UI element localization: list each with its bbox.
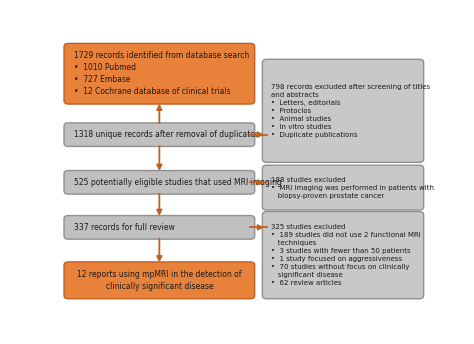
FancyBboxPatch shape (263, 59, 424, 162)
FancyBboxPatch shape (64, 262, 255, 299)
FancyBboxPatch shape (64, 123, 255, 147)
Text: 1729 records identified from database search
•  1010 Pubmed
•  727 Embase
•  12 : 1729 records identified from database se… (74, 51, 249, 96)
Text: 525 potentially eligible studies that used MRI imaging: 525 potentially eligible studies that us… (74, 178, 282, 187)
FancyBboxPatch shape (64, 216, 255, 239)
Text: 1318 unique records after removal of duplicates: 1318 unique records after removal of dup… (74, 130, 259, 139)
FancyBboxPatch shape (64, 171, 255, 194)
Text: 337 records for full review: 337 records for full review (74, 223, 175, 232)
Text: 325 studies excluded
•  189 studies did not use 2 functional MRI
   techniques
•: 325 studies excluded • 189 studies did n… (271, 224, 421, 286)
Text: 188 studies excluded
•  MRI imaging was performed in patients with
   biopsy-pro: 188 studies excluded • MRI imaging was p… (271, 176, 434, 198)
FancyBboxPatch shape (64, 43, 255, 104)
FancyBboxPatch shape (263, 165, 424, 210)
Text: 798 records excluded after screening of titles
and abstracts
•  Letters, editori: 798 records excluded after screening of … (271, 84, 430, 138)
FancyBboxPatch shape (263, 212, 424, 299)
Text: 12 reports using mpMRI in the detection of
clinically significant disease: 12 reports using mpMRI in the detection … (77, 270, 242, 291)
